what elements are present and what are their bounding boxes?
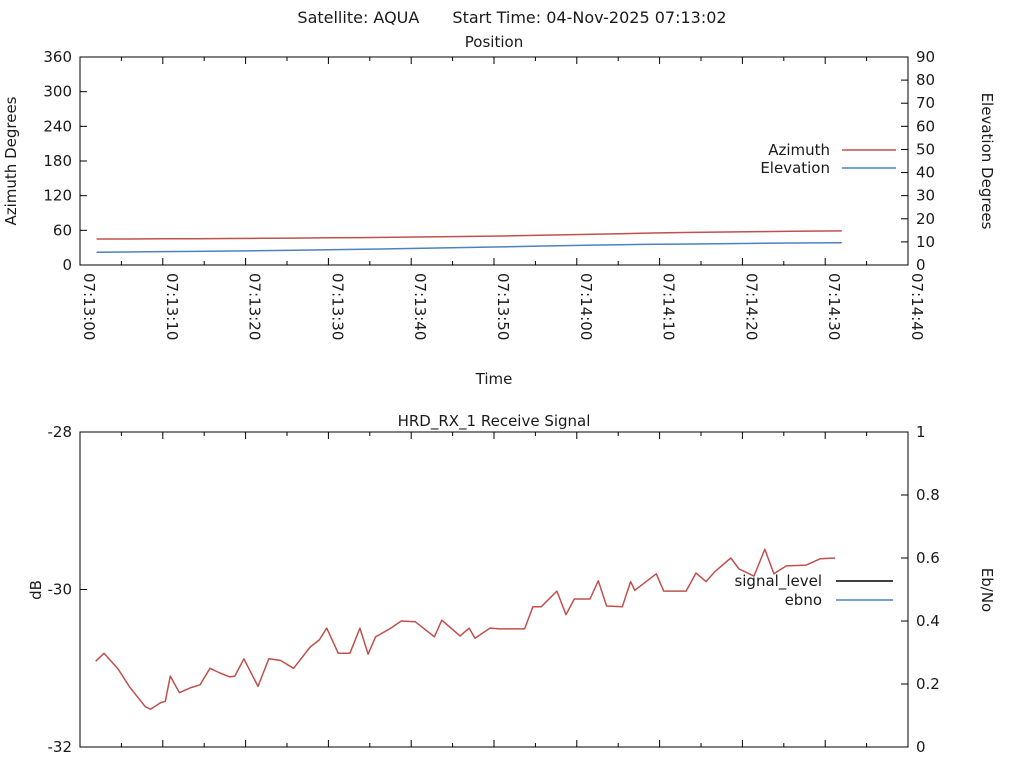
y-right-tick-label: 60 [916,117,935,135]
x-tick-label: 07:13:20 [246,273,264,340]
time-axis-label: Time [475,370,513,388]
y-right-tick-label: 0 [916,738,926,756]
ebno-axis-label: Eb/No [978,568,996,612]
elevation-axis-label: Elevation Degrees [978,93,996,230]
y-right-tick-label: 0 [916,256,926,274]
y-right-tick-label: 70 [916,94,935,112]
x-tick-label: 07:14:20 [742,273,760,340]
y-left-tick-label: -30 [48,581,73,599]
y-right-tick-label: 1 [916,423,926,441]
y-left-tick-label: 0 [62,256,72,274]
x-tick-label: 07:14:40 [908,273,926,340]
y-left-tick-label: 300 [43,83,72,101]
y-left-tick-label: -32 [48,738,73,756]
y-right-tick-label: 20 [916,210,935,228]
satellite-label: Satellite: AQUA [297,8,420,27]
db-axis-label: dB [27,580,45,600]
signal-chart-title: HRD_RX_1 Receive Signal [398,412,591,431]
x-tick-label: 07:13:10 [163,273,181,340]
x-tick-label: 07:14:30 [825,273,843,340]
y-left-tick-label: 180 [43,152,72,170]
y-right-tick-label: 90 [916,48,935,66]
y-left-tick-label: 60 [53,221,72,239]
elevation-line [96,242,842,254]
y-left-tick-label: 240 [43,117,72,135]
azimuth-line [96,230,842,240]
x-tick-label: 07:13:40 [411,273,429,340]
y-right-tick-label: 40 [916,164,935,182]
x-tick-label: 07:13:50 [494,273,512,340]
x-tick-label: 07:13:30 [328,273,346,340]
legend-label-signal-level: signal_level [734,572,822,591]
position-chart: 07:13:00 07:13:10 07:13:20 07:13:30 07:13:40… [43,48,935,340]
legend-label-azimuth: Azimuth [768,141,830,159]
header-title: Satellite: AQUA Start Time: 04-Nov-2025 … [0,8,1024,27]
y-right-tick-label: 10 [916,233,935,251]
position-chart-title: Position [465,33,523,51]
azimuth-axis-label: Azimuth Degrees [2,96,20,225]
y-right-tick-label: 0.8 [916,486,940,504]
y-left-tick-label: 120 [43,187,72,205]
start-time-label: Start Time: 04-Nov-2025 07:13:02 [452,8,727,27]
y-right-tick-label: 30 [916,187,935,205]
y-right-tick-label: 80 [916,71,935,89]
legend-label-ebno: ebno [785,591,822,609]
y-right-tick-label: 0.4 [916,612,940,630]
signal-level-line [95,548,836,710]
legend-label-elevation: Elevation [760,159,830,177]
y-right-tick-label: 50 [916,140,935,158]
y-left-tick-label: -28 [48,423,73,441]
y-left-tick-label: 360 [43,48,72,66]
x-tick-label: 07:14:10 [660,273,678,340]
x-tick-label: 07:14:00 [577,273,595,340]
x-tick-label: 07:13:00 [80,273,98,340]
y-right-tick-label: 0.6 [916,549,940,567]
y-right-tick-label: 0.2 [916,675,940,693]
